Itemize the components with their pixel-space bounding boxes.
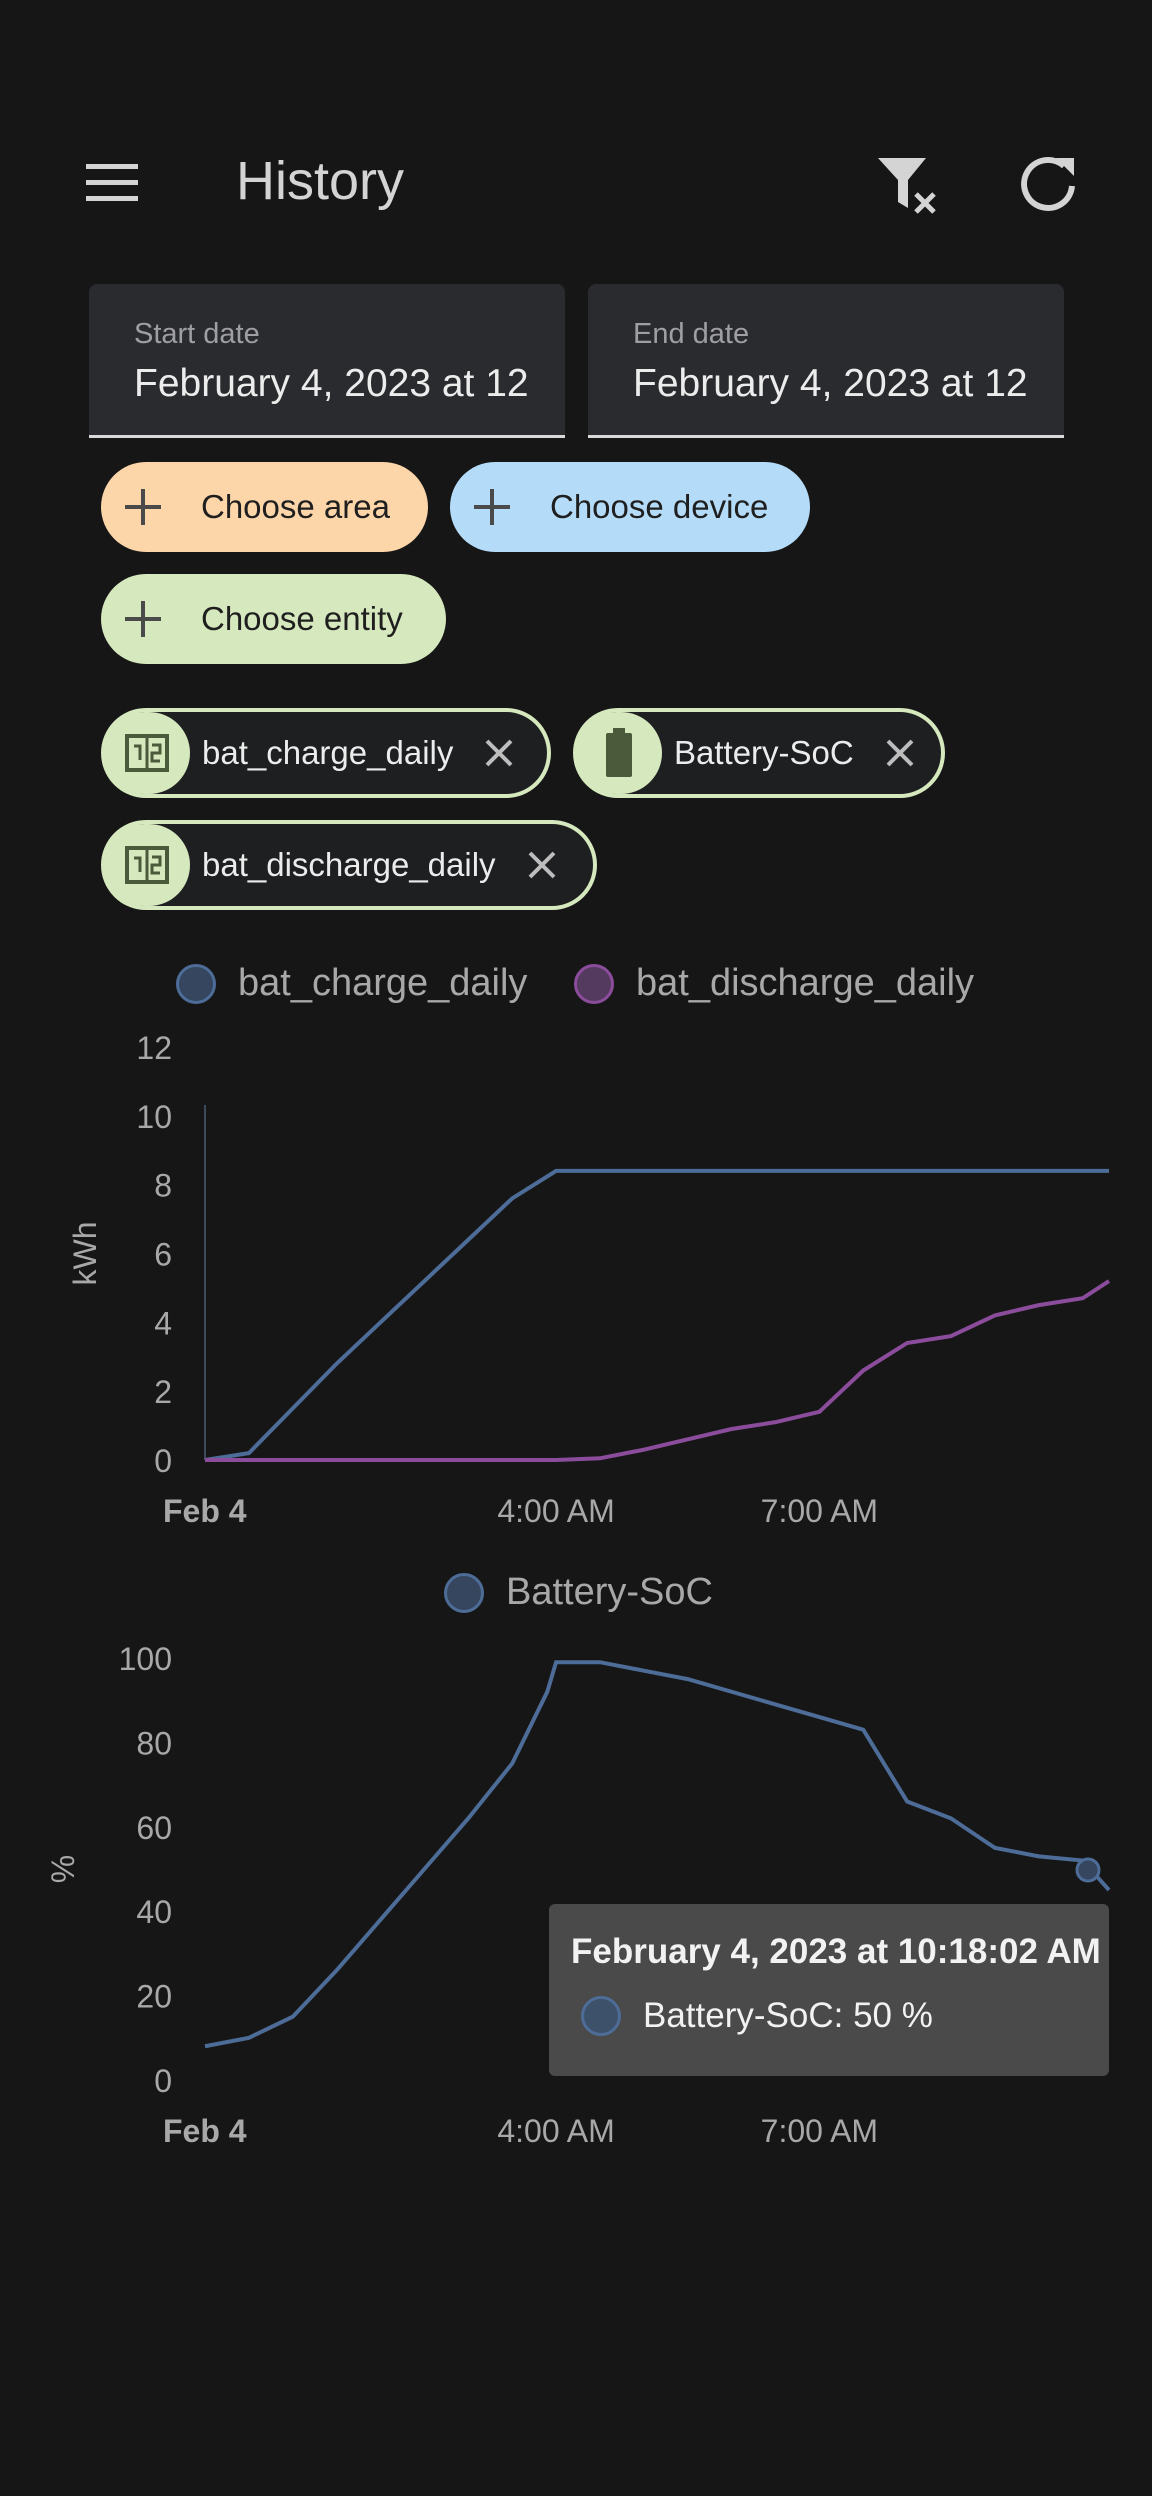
plus-icon — [474, 489, 510, 525]
y-tick-label: 40 — [136, 1894, 172, 1930]
y-axis-title: % — [45, 1855, 81, 1883]
y-tick-label: 20 — [136, 1979, 172, 2015]
tooltip-row: Battery-SoC: 50 % — [581, 1996, 933, 2036]
legend-swatch — [444, 1572, 484, 1613]
close-icon[interactable] — [479, 733, 519, 773]
legend-item-battery-soc[interactable]: Battery-SoC — [444, 1571, 713, 1614]
x-tick-label: 4:00 AM — [497, 2113, 614, 2149]
choose-entity-label: Choose entity — [201, 600, 403, 637]
entity-chip-label: bat_discharge_daily — [202, 846, 496, 883]
entity-chip-bat-charge-daily[interactable]: bat_charge_daily — [101, 708, 551, 798]
battery-soc-chart[interactable]: 0 20 40 60 80 100% Feb 4 4:00 AM 7:00 AM — [0, 1630, 1152, 2150]
x-tick-label: 4:00 AM — [497, 1493, 614, 1529]
tooltip-title: February 4, 2023 at 10:18:02 AM — [571, 1932, 1101, 1971]
x-tick-label: Feb 4 — [163, 1493, 247, 1529]
series-line-battery-soc — [204, 1660, 1111, 2049]
y-tick-label: 80 — [136, 1725, 172, 1761]
end-date-label: End date — [633, 318, 750, 350]
y-tick-label: 12 — [136, 1030, 172, 1066]
counter-icon — [125, 846, 169, 884]
legend-label: bat_discharge_daily — [636, 962, 975, 1004]
entity-chip-label: Battery-SoC — [674, 734, 854, 771]
start-date-field[interactable]: Start date February 4, 2023 at 12 — [89, 284, 565, 438]
choose-area-label: Choose area — [201, 488, 390, 525]
end-date-field[interactable]: End date February 4, 2023 at 12 — [588, 284, 1064, 438]
plus-icon — [125, 489, 161, 525]
refresh-icon[interactable] — [1012, 152, 1084, 216]
legend-label: bat_charge_daily — [238, 962, 528, 1004]
legend-swatch — [176, 963, 216, 1004]
series-line-bat-charge-daily — [204, 1168, 1109, 1462]
tooltip-text: Battery-SoC: 50 % — [643, 1996, 933, 2035]
y-tick-label: 0 — [154, 1443, 172, 1479]
choose-area-button[interactable]: Choose area — [101, 462, 428, 552]
y-tick-label: 4 — [154, 1305, 172, 1341]
y-tick-label: 10 — [136, 1099, 172, 1135]
y-tick-label: 6 — [154, 1237, 172, 1273]
legend-swatch — [574, 963, 614, 1004]
page-title: History — [236, 151, 405, 211]
choose-entity-button[interactable]: Choose entity — [101, 574, 446, 664]
y-tick-label: 60 — [136, 1810, 172, 1846]
plus-icon — [125, 601, 161, 637]
start-date-label: Start date — [134, 318, 260, 350]
counter-icon — [125, 734, 169, 772]
menu-icon[interactable] — [82, 156, 142, 208]
filter-remove-icon[interactable] — [872, 152, 944, 216]
close-icon[interactable] — [880, 733, 920, 773]
energy-chart[interactable]: 0 2 4 6 8 10 12 kWh Feb 4 4:00 AM 7:00 AM — [0, 1020, 1152, 1540]
battery-icon — [606, 728, 632, 777]
choose-device-button[interactable]: Choose device — [450, 462, 810, 552]
y-tick-label: 0 — [154, 2063, 172, 2099]
close-icon[interactable] — [522, 845, 562, 885]
start-date-value: February 4, 2023 at 12 — [134, 362, 529, 405]
legend-item-bat-discharge-daily[interactable]: bat_discharge_daily — [574, 962, 974, 1005]
entity-chip-label: bat_charge_daily — [202, 734, 454, 771]
entity-chip-battery-soc[interactable]: Battery-SoC — [573, 708, 945, 798]
highlighted-point — [1075, 1857, 1101, 1883]
legend-label: Battery-SoC — [506, 1571, 713, 1613]
series-line-bat-discharge-daily — [205, 1279, 1111, 1462]
entity-chip-bat-discharge-daily[interactable]: bat_discharge_daily — [101, 820, 597, 910]
legend-item-bat-charge-daily[interactable]: bat_charge_daily — [176, 962, 527, 1005]
chart-tooltip: February 4, 2023 at 10:18:02 AM Battery-… — [549, 1904, 1109, 2076]
y-tick-label: 8 — [154, 1168, 172, 1204]
tooltip-swatch — [581, 1996, 621, 2036]
choose-device-label: Choose device — [550, 488, 769, 525]
y-tick-label: 100 — [119, 1641, 172, 1677]
y-axis-title: kWh — [67, 1222, 103, 1286]
x-tick-label: Feb 4 — [163, 2113, 247, 2149]
x-tick-label: 7:00 AM — [761, 2113, 878, 2149]
x-tick-label: 7:00 AM — [761, 1493, 878, 1529]
y-tick-label: 2 — [154, 1374, 172, 1410]
end-date-value: February 4, 2023 at 12 — [633, 362, 1028, 405]
